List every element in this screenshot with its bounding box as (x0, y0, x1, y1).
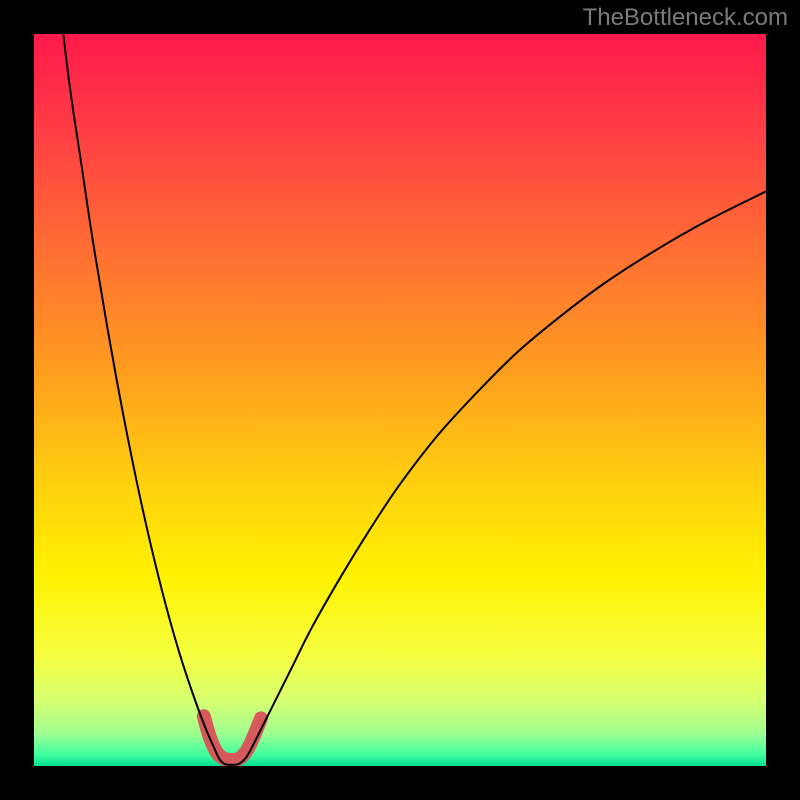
curve-layer (34, 34, 766, 766)
plot-area (34, 34, 766, 766)
watermark-text: TheBottleneck.com (583, 4, 788, 32)
bottleneck-curve (63, 34, 766, 765)
bottleneck-marker (204, 716, 261, 760)
chart-canvas: TheBottleneck.com (0, 0, 800, 800)
